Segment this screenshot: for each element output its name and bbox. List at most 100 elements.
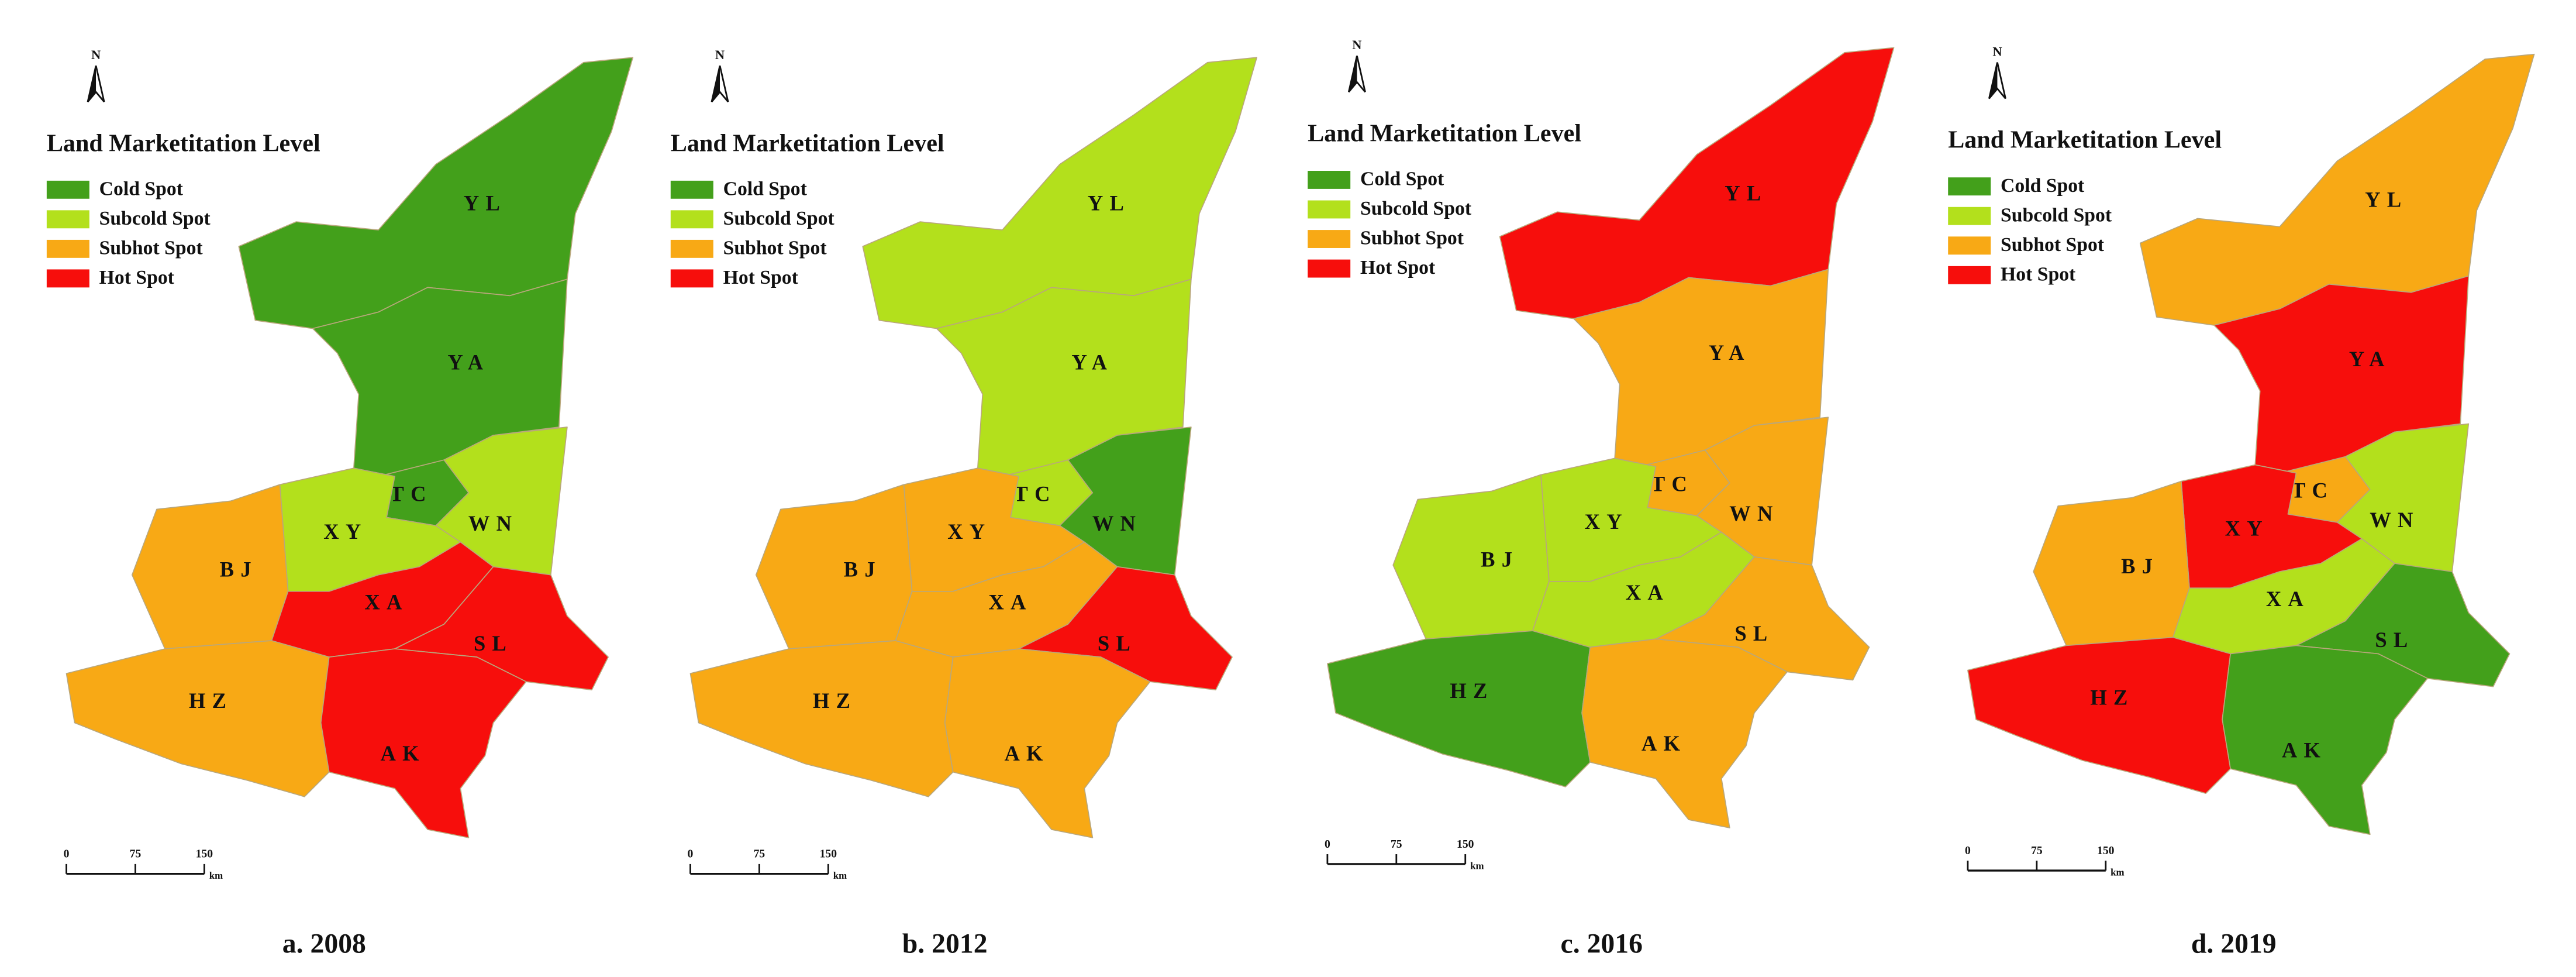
scale-tick-label: 0 xyxy=(1325,838,1330,851)
region xyxy=(944,648,1151,838)
region xyxy=(394,566,609,691)
region-label: TC xyxy=(1651,472,1694,496)
region-label: YL xyxy=(1725,181,1767,205)
legend-label: Cold Spot xyxy=(723,178,808,199)
region-label: WN xyxy=(1092,511,1142,535)
region xyxy=(65,640,330,797)
region-label: HZ xyxy=(1450,679,1494,703)
legend-label: Cold Spot xyxy=(1360,168,1444,190)
legend-label: Subcold Spot xyxy=(99,208,211,229)
scale-tick-label: 150 xyxy=(196,848,213,861)
region-label: HZ xyxy=(813,689,857,713)
region-label: XY xyxy=(1585,510,1629,534)
scale-unit: km xyxy=(209,870,223,881)
north-label: N xyxy=(1352,37,1361,52)
legend-swatch xyxy=(46,239,89,258)
region-label: XY xyxy=(2225,516,2269,540)
region-label: TC xyxy=(390,481,433,505)
legend-label: Hot Spot xyxy=(2001,263,2076,285)
scale-tick-label: 75 xyxy=(130,848,142,861)
scale-tick-label: 75 xyxy=(754,848,765,861)
region-label: YA xyxy=(1071,350,1113,374)
region-label: XA xyxy=(1626,580,1670,604)
caption: c. 2016 xyxy=(1561,928,1643,959)
region xyxy=(755,484,913,649)
region xyxy=(1581,638,1788,828)
region xyxy=(689,640,954,797)
legend-label: Hot Spot xyxy=(99,267,175,288)
region-label: XY xyxy=(323,520,367,543)
legend-label: Subcold Spot xyxy=(723,208,835,229)
region-label: SL xyxy=(2375,628,2414,652)
region xyxy=(1655,556,1870,681)
north-arrow-half xyxy=(88,66,96,102)
region-label: BJ xyxy=(220,557,258,581)
region-label: XA xyxy=(2266,587,2310,611)
legend-swatch xyxy=(46,180,89,199)
region-label: AK xyxy=(2282,738,2327,762)
legend-swatch xyxy=(1948,236,1991,255)
region xyxy=(320,648,527,838)
region xyxy=(2033,480,2190,646)
map-panel: YL YA TC WN XY BJ XA SL HZ AK N Land Marketitation … xyxy=(46,47,634,959)
region-label: XA xyxy=(364,590,408,614)
legend-title: Land Marketitation Level xyxy=(1948,126,2222,154)
legend-label: Subhot Spot xyxy=(1360,228,1464,249)
legend-swatch xyxy=(670,180,713,199)
region-label: YA xyxy=(2349,347,2391,371)
legend-swatch xyxy=(1308,230,1351,248)
legend-swatch xyxy=(1948,266,1991,284)
region-label: BJ xyxy=(2121,554,2159,578)
region-label: YL xyxy=(2365,188,2408,212)
scale-tick-label: 150 xyxy=(2097,844,2115,857)
legend-swatch xyxy=(1308,259,1351,278)
region xyxy=(2222,645,2428,835)
region-label: WN xyxy=(1729,501,1779,525)
region-label: XA xyxy=(988,590,1032,614)
legend-swatch xyxy=(46,210,89,229)
legend-label: Hot Spot xyxy=(1360,257,1436,278)
legend-title: Land Marketitation Level xyxy=(47,129,320,157)
region-label: BJ xyxy=(1481,548,1519,572)
legend-swatch xyxy=(1948,207,1991,225)
scale-unit: km xyxy=(2111,867,2124,878)
region-label: SL xyxy=(474,631,513,655)
region xyxy=(1392,474,1550,640)
region-label: AK xyxy=(1004,741,1049,765)
north-label: N xyxy=(1992,44,2002,59)
region xyxy=(131,484,289,649)
region-label: HZ xyxy=(2090,685,2134,709)
region-label: YL xyxy=(464,191,506,215)
region-label: WN xyxy=(2370,508,2419,532)
legend-swatch xyxy=(46,269,89,288)
map-panel: YL YA TC WN XY BJ XA SL HZ AK N Land Marketitation … xyxy=(1308,37,1895,959)
legend-label: Subcold Spot xyxy=(2001,204,2112,226)
scale-tick-label: 150 xyxy=(1457,838,1474,851)
north-label: N xyxy=(91,47,101,62)
legend-title: Land Marketitation Level xyxy=(671,129,944,157)
region-label: AK xyxy=(381,741,426,765)
legend-label: Subhot Spot xyxy=(2001,234,2105,256)
legend-label: Cold Spot xyxy=(99,178,184,199)
legend-label: Subhot Spot xyxy=(99,238,204,259)
scale-unit: km xyxy=(1470,860,1484,871)
legend-title: Land Marketitation Level xyxy=(1308,119,1581,147)
region-label: AK xyxy=(1642,731,1687,755)
region xyxy=(1967,637,2231,794)
legend-swatch xyxy=(670,239,713,258)
legend-label: Subcold Spot xyxy=(1360,198,1472,219)
scale-tick-label: 0 xyxy=(688,848,694,861)
region-label: SL xyxy=(1098,631,1137,655)
scale-tick-label: 0 xyxy=(64,848,70,861)
region-label: YL xyxy=(1088,191,1130,215)
region xyxy=(1018,566,1233,691)
caption: d. 2019 xyxy=(2191,928,2277,959)
legend-label: Hot Spot xyxy=(723,267,799,288)
region-label: YA xyxy=(448,350,490,374)
scale-tick-label: 150 xyxy=(820,848,837,861)
scale-tick-label: 75 xyxy=(1391,838,1402,851)
region xyxy=(2295,563,2511,687)
region-label: SL xyxy=(1734,621,1774,645)
